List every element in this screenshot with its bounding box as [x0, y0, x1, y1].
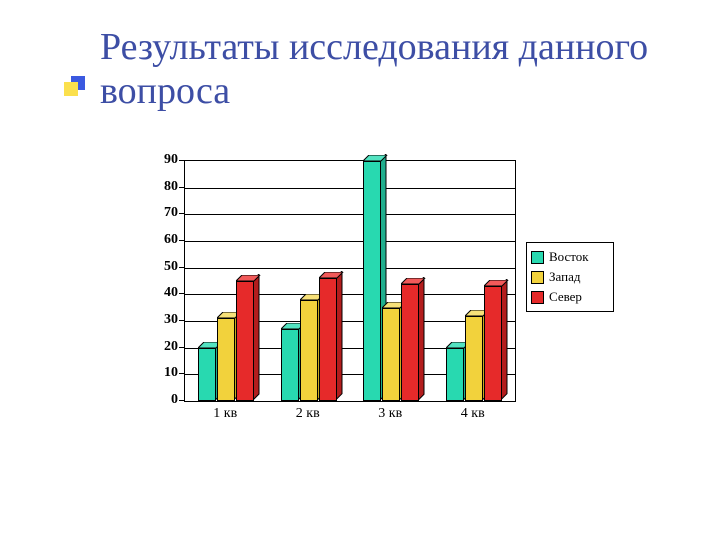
title-bullet-icon — [62, 74, 84, 96]
slide-title: Результаты исследования данного вопроса — [100, 26, 660, 113]
x-label: 4 кв — [461, 406, 485, 422]
legend-swatch — [531, 251, 544, 264]
legend-item: Запад — [531, 267, 609, 287]
legend-label: Запад — [549, 269, 580, 285]
x-label: 3 кв — [378, 406, 402, 422]
plot-area — [184, 160, 516, 402]
y-tick: 10 — [164, 365, 178, 381]
legend-label: Север — [549, 289, 582, 305]
bar — [236, 275, 260, 401]
bar — [401, 278, 425, 401]
legend-item: Восток — [531, 247, 609, 267]
y-tick: 70 — [164, 205, 178, 221]
y-tick: 50 — [164, 259, 178, 275]
legend-item: Север — [531, 287, 609, 307]
x-label: 2 кв — [296, 406, 320, 422]
legend-swatch — [531, 291, 544, 304]
legend-label: Восток — [549, 249, 589, 265]
y-axis: 0102030405060708090 — [142, 160, 182, 402]
bar — [319, 272, 343, 401]
y-tick: 0 — [171, 392, 178, 408]
bar — [484, 280, 508, 401]
y-tick: 40 — [164, 285, 178, 301]
x-label: 1 кв — [213, 406, 237, 422]
legend-swatch — [531, 271, 544, 284]
bars-layer — [185, 161, 515, 401]
bar-chart: 0 10 20 30 40 50 60 70 80 90 1 кв 2 кв 3 кв 4 кв Вос… — [142, 150, 612, 450]
legend: Восток Запад Север — [526, 242, 614, 312]
y-tick: 90 — [164, 152, 178, 168]
y-tick: 30 — [164, 312, 178, 328]
y-tick: 80 — [164, 179, 178, 195]
x-axis-labels: 1 кв 2 кв 3 кв 4 кв — [184, 406, 514, 430]
y-tick: 60 — [164, 232, 178, 248]
y-tick: 20 — [164, 339, 178, 355]
